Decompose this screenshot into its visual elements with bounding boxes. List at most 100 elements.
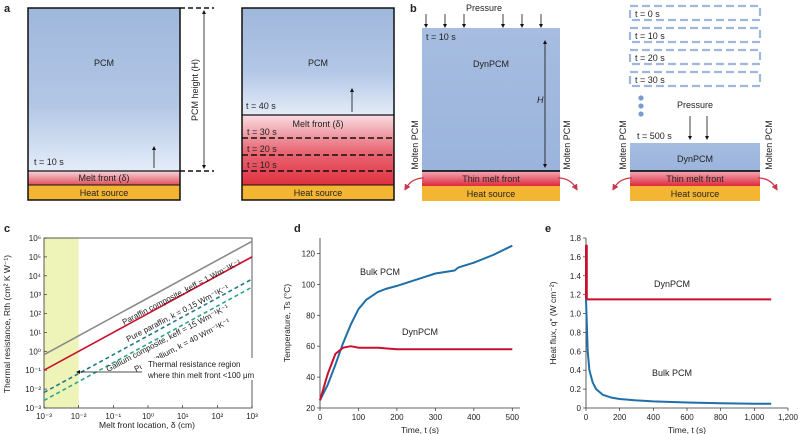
- y-tick-label: 1.4: [570, 272, 582, 281]
- x-tick-label: 10⁻³: [36, 412, 52, 421]
- y-axis-title: Heat flux, q″ (W cm⁻²): [548, 281, 558, 364]
- dynpcm-label: DynPCM: [473, 59, 509, 69]
- y-tick-label: 20: [306, 404, 315, 413]
- melt-front-label: Melt front (δ): [292, 119, 343, 129]
- y-tick-label: 80: [306, 311, 315, 320]
- x-tick-label: 10³: [246, 412, 258, 421]
- panel-c-series: [43, 240, 253, 402]
- x-tick-label: 300: [429, 413, 443, 422]
- panel-d-axes: 0 100 200 300 400 500 20 40 60 80 100 120 Time, t (s…: [282, 238, 520, 434]
- series-line-2: [43, 278, 253, 394]
- series-line-1: [319, 345, 513, 401]
- series-line-3: [43, 286, 253, 402]
- time-label-500: t = 500 s: [637, 131, 672, 141]
- x-axis-title: Melt front location, δ (cm): [99, 420, 195, 430]
- series-label-dynpcm: DynPCM: [402, 327, 438, 337]
- y-tick-label: 10⁴: [29, 272, 42, 281]
- x-tick-label: 600: [680, 413, 694, 422]
- y-tick-label: 100: [302, 280, 316, 289]
- dynpcm-label: DynPCM: [677, 154, 713, 164]
- y-tick-label: 10⁻¹: [25, 366, 41, 375]
- heat-source-label: Heat source: [80, 188, 129, 198]
- x-tick-label: 10⁻²: [71, 412, 87, 421]
- ellipsis-dot: [638, 95, 644, 101]
- panel-a-left: PCM t = 10 s Melt front (δ) Heat source …: [27, 7, 214, 201]
- container-outline: [27, 7, 181, 201]
- dynpcm-block: [422, 28, 560, 171]
- height-label: PCM height (H): [190, 59, 200, 121]
- x-tick-label: 200: [390, 413, 404, 422]
- pressure-arrows: [424, 14, 543, 28]
- x-axis-title: Time, t (s): [401, 425, 439, 434]
- molten-pcm-right-label: Molten PCM: [764, 120, 774, 170]
- time-label-30: t = 30 s: [247, 127, 277, 137]
- series-label-bulk-pcm: Bulk PCM: [652, 368, 692, 378]
- y-tick-label: 0.2: [570, 385, 582, 394]
- region-label-line2: where thin melt front <100 μm: [147, 371, 255, 380]
- heat-source-label: Heat source: [467, 189, 516, 199]
- thin-melt-front-label: Thin melt front: [666, 174, 724, 184]
- pcm-label: PCM: [94, 58, 114, 68]
- time-label-20: t = 20 s: [247, 144, 277, 154]
- time-frames: [628, 4, 762, 88]
- panel-a: a PCM t = 10 s Melt front (δ) Heat sourc…: [4, 3, 395, 201]
- panel-e-letter: e: [545, 223, 551, 235]
- melt-front-label: Melt front (δ): [78, 173, 129, 183]
- y-tick-label: 0.6: [570, 347, 582, 356]
- outflow-arrow-right: [757, 177, 778, 191]
- thin-melt-front-layer: [422, 172, 560, 186]
- x-tick-label: 800: [714, 413, 728, 422]
- x-tick-label: 1,200: [778, 413, 799, 422]
- panel-c: c 10⁻³ 10⁻² 10⁻¹ 10⁰ 10¹ 10² 10³10⁻³10⁻²10⁻¹10…: [2, 223, 258, 430]
- region-fill: [44, 238, 79, 408]
- frame-10s: [628, 26, 762, 44]
- y-tick-label: 10⁰: [29, 347, 41, 356]
- time-label-10: t = 10 s: [635, 31, 665, 41]
- thin-melt-front-label: Thin melt front: [462, 174, 520, 184]
- series-line-0: [319, 244, 513, 401]
- pcm-block: [28, 8, 180, 171]
- y-tick-label: 10²: [29, 310, 41, 319]
- y-tick-label: 10⁻²: [25, 385, 41, 394]
- panel-b: b Pressure t = 10 s DynPCM H Molten PCM …: [404, 3, 778, 201]
- time-label-0: t = 0 s: [635, 9, 660, 19]
- x-tick-label: 0: [584, 413, 589, 422]
- series-line-1: [585, 299, 772, 405]
- thin-melt-front-layer: [630, 172, 760, 186]
- panel-c-letter: c: [4, 223, 10, 235]
- panel-e: e 0 200 400 600 800 1,000 1,200 0 0.2 0.4 0.6 0.8 1.…: [545, 223, 799, 434]
- y-tick-label: 1.2: [570, 291, 582, 300]
- container-outline: [241, 7, 395, 201]
- heat-source-block: [28, 185, 180, 200]
- h-label: H: [537, 95, 544, 105]
- y-tick-label: 0.8: [570, 328, 582, 337]
- y-tick-label: 40: [306, 373, 315, 382]
- x-tick-label: 200: [613, 413, 627, 422]
- time-label-10: t = 10 s: [247, 160, 277, 170]
- melt-layer: [242, 115, 394, 185]
- heat-source-label: Heat source: [294, 188, 343, 198]
- x-tick-label: 400: [467, 413, 481, 422]
- thin-front-region: [44, 238, 79, 408]
- ellipsis-dot: [638, 111, 644, 117]
- panel-b-left: Pressure t = 10 s DynPCM H Molten PCM Mo…: [404, 3, 578, 201]
- panel-d-letter: d: [294, 223, 301, 235]
- molten-pcm-left-label: Molten PCM: [618, 120, 628, 170]
- y-tick-label: 0.4: [570, 366, 582, 375]
- panel-d-series: [319, 244, 513, 401]
- y-tick-label: 10³: [29, 291, 41, 300]
- x-tick-label: 10⁰: [142, 412, 154, 421]
- time-label-40: t = 40 s: [246, 101, 276, 111]
- pressure-label: Pressure: [677, 100, 713, 110]
- pressure-label: Pressure: [466, 3, 502, 13]
- molten-pcm-left-label: Molten PCM: [410, 120, 420, 170]
- y-tick-label: 10¹: [29, 328, 41, 337]
- molten-pcm-right-label: Molten PCM: [562, 120, 572, 170]
- heat-source-block: [242, 185, 394, 200]
- series-line-0: [43, 240, 253, 356]
- outflow-arrow-right: [557, 177, 578, 191]
- x-tick-label: 10⁻¹: [105, 412, 121, 421]
- x-tick-label: 1,000: [744, 413, 765, 422]
- panel-b-right: t = 0 s t = 10 s t = 20 s t = 30 s Press…: [612, 4, 778, 201]
